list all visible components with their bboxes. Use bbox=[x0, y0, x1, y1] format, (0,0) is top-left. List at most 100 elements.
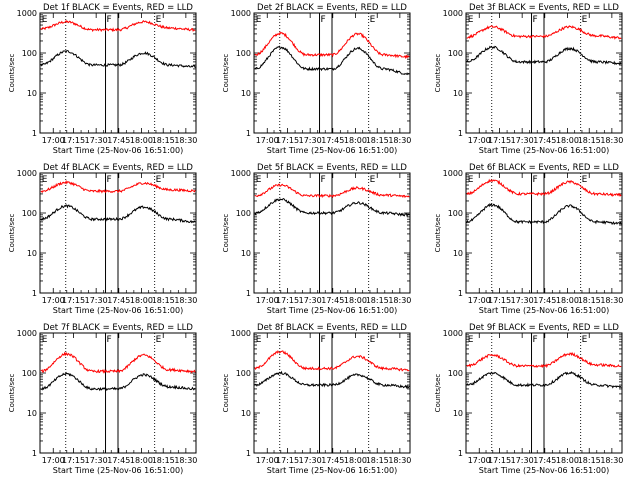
marker-label: F bbox=[321, 15, 326, 25]
x-tick-label: 18:15 bbox=[578, 136, 601, 145]
x-tick-label: 17:15 bbox=[62, 136, 85, 145]
x-tick-label: 17:30 bbox=[511, 456, 534, 465]
x-axis-label: Start Time (25-Nov-06 16:51:00) bbox=[53, 466, 183, 475]
x-tick-label: 18:00 bbox=[130, 136, 153, 145]
marker-label: F bbox=[321, 175, 326, 185]
events-rate-series bbox=[466, 45, 622, 66]
marker-label: F bbox=[321, 335, 326, 345]
lld-rate-series bbox=[254, 31, 410, 60]
events-rate-series bbox=[40, 50, 196, 68]
x-tick-label: 17:45 bbox=[533, 296, 556, 305]
y-tick-label: 100 bbox=[448, 49, 463, 58]
x-tick-label: 17:30 bbox=[85, 296, 108, 305]
x-tick-label: 17:15 bbox=[276, 136, 299, 145]
y-tick-label: 1 bbox=[32, 129, 37, 138]
lld-rate-series bbox=[254, 183, 410, 199]
x-axis-label: Start Time (25-Nov-06 16:51:00) bbox=[479, 146, 609, 155]
panel-title: Det 6f BLACK = Events, RED = LLD bbox=[469, 163, 619, 173]
x-axis-label: Start Time (25-Nov-06 16:51:00) bbox=[267, 466, 397, 475]
x-axis-label: Start Time (25-Nov-06 16:51:00) bbox=[53, 306, 183, 315]
y-axis-label: Counts/sec bbox=[434, 374, 442, 413]
y-tick-label: 1 bbox=[458, 289, 463, 298]
y-tick-label: 10 bbox=[241, 249, 251, 258]
x-tick-label: 18:00 bbox=[556, 296, 579, 305]
x-tick-label: 18:00 bbox=[556, 456, 579, 465]
y-tick-label: 10 bbox=[453, 89, 463, 98]
marker-label: F bbox=[107, 175, 112, 185]
x-tick-label: 17:30 bbox=[511, 296, 534, 305]
lld-rate-series bbox=[40, 351, 196, 374]
x-tick-label: 18:30 bbox=[600, 456, 623, 465]
y-tick-label: 1000 bbox=[231, 329, 251, 338]
x-tick-label: 17:15 bbox=[488, 456, 511, 465]
panel-title: Det 4f BLACK = Events, RED = LLD bbox=[43, 163, 193, 173]
marker-label: E bbox=[370, 175, 376, 185]
marker-label: E bbox=[42, 175, 48, 185]
marker-label: F bbox=[533, 335, 538, 345]
y-tick-label: 1 bbox=[246, 449, 251, 458]
y-axis-label: Counts/sec bbox=[434, 54, 442, 93]
marker-label: F bbox=[107, 15, 112, 25]
x-tick-label: 17:45 bbox=[533, 456, 556, 465]
x-tick-label: 17:30 bbox=[299, 296, 322, 305]
x-tick-label: 17:00 bbox=[468, 296, 491, 305]
x-tick-label: 17:15 bbox=[62, 296, 85, 305]
x-tick-label: 17:00 bbox=[468, 456, 491, 465]
panel-title: Det 8f BLACK = Events, RED = LLD bbox=[257, 323, 407, 333]
x-tick-label: 17:30 bbox=[85, 456, 108, 465]
marker-label: E bbox=[468, 335, 474, 345]
x-tick-label: 17:45 bbox=[321, 456, 344, 465]
x-tick-label: 18:00 bbox=[344, 296, 367, 305]
x-tick-label: 17:00 bbox=[42, 296, 65, 305]
x-tick-label: 17:45 bbox=[107, 296, 130, 305]
y-tick-label: 10 bbox=[241, 409, 251, 418]
x-tick-label: 18:15 bbox=[578, 456, 601, 465]
marker-label: E bbox=[256, 175, 262, 185]
marker-label: E bbox=[468, 175, 474, 185]
lld-rate-series bbox=[466, 351, 622, 369]
events-rate-series bbox=[40, 371, 196, 392]
y-tick-label: 1000 bbox=[231, 9, 251, 18]
x-tick-label: 18:30 bbox=[174, 136, 197, 145]
y-tick-label: 1000 bbox=[17, 9, 37, 18]
events-rate-series bbox=[40, 204, 196, 224]
x-tick-label: 17:45 bbox=[107, 456, 130, 465]
x-tick-label: 17:00 bbox=[42, 456, 65, 465]
x-tick-label: 18:15 bbox=[152, 456, 175, 465]
x-axis-label: Start Time (25-Nov-06 16:51:00) bbox=[267, 306, 397, 315]
x-tick-label: 17:45 bbox=[107, 136, 130, 145]
x-tick-label: 18:15 bbox=[152, 296, 175, 305]
x-tick-label: 17:30 bbox=[511, 136, 534, 145]
marker-label: E bbox=[256, 335, 262, 345]
x-tick-label: 17:00 bbox=[256, 296, 279, 305]
x-tick-label: 18:30 bbox=[600, 136, 623, 145]
lld-rate-series bbox=[254, 350, 410, 372]
x-tick-label: 18:15 bbox=[578, 296, 601, 305]
marker-label: F bbox=[533, 175, 538, 185]
y-tick-label: 100 bbox=[22, 209, 37, 218]
panel-title: Det 7f BLACK = Events, RED = LLD bbox=[43, 323, 193, 333]
marker-label: E bbox=[156, 335, 162, 345]
y-axis-label: Counts/sec bbox=[222, 54, 230, 93]
y-tick-label: 1 bbox=[246, 129, 251, 138]
marker-label: E bbox=[468, 15, 474, 25]
marker-label: F bbox=[533, 15, 538, 25]
x-tick-label: 18:15 bbox=[152, 136, 175, 145]
y-tick-label: 1000 bbox=[443, 329, 463, 338]
x-tick-label: 18:15 bbox=[366, 296, 389, 305]
y-axis-label: Counts/sec bbox=[8, 374, 16, 413]
x-tick-label: 18:00 bbox=[130, 296, 153, 305]
x-tick-label: 17:45 bbox=[321, 136, 344, 145]
events-rate-series bbox=[466, 370, 622, 389]
y-tick-label: 10 bbox=[27, 89, 37, 98]
y-tick-label: 1 bbox=[32, 449, 37, 458]
y-axis-label: Counts/sec bbox=[434, 214, 442, 253]
lld-rate-series bbox=[40, 19, 196, 33]
